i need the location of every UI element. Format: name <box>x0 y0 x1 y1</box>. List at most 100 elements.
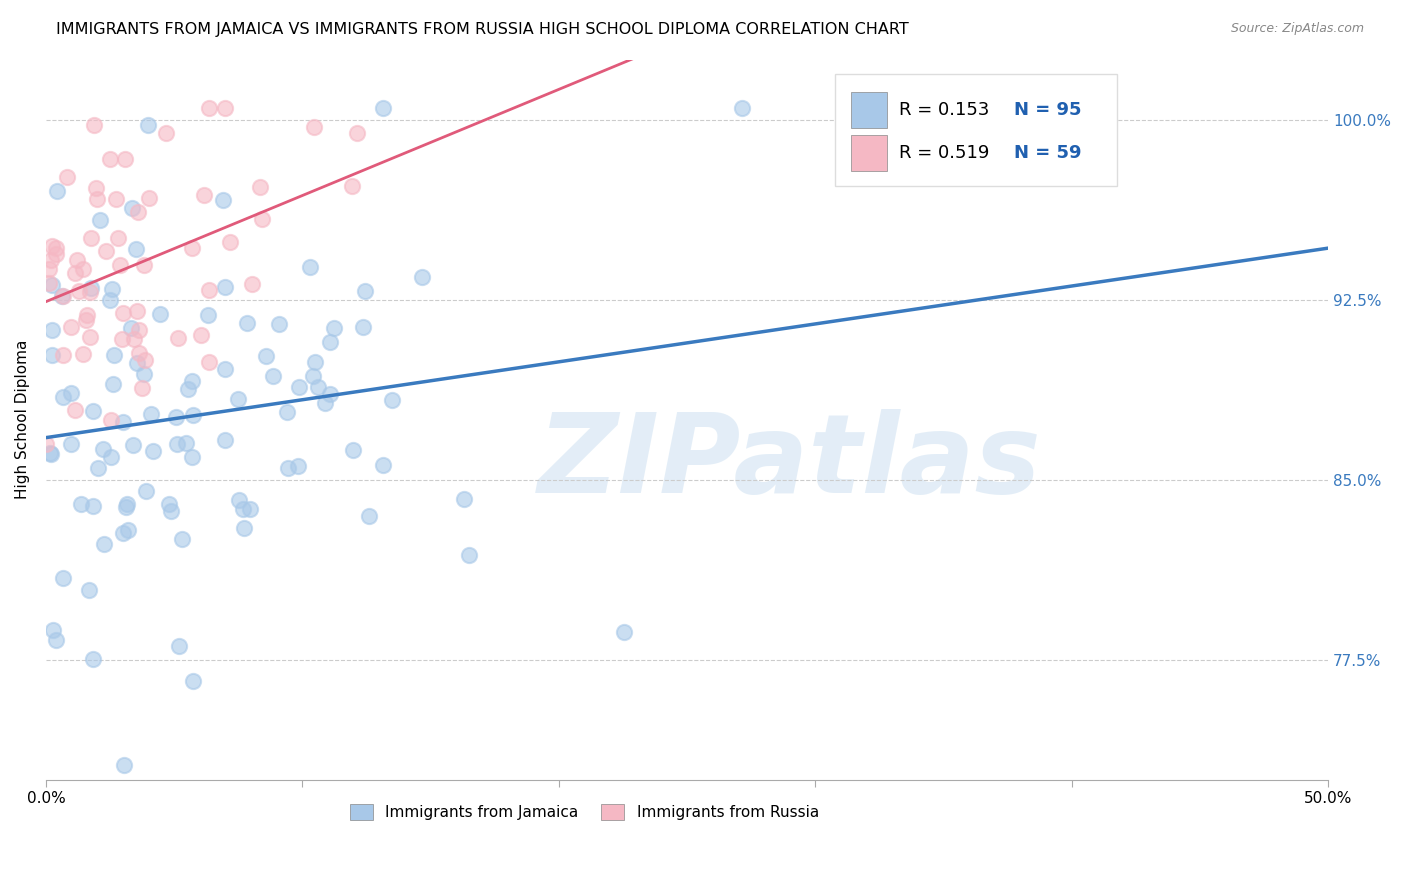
Immigrants from Jamaica <box>228 492 250 507</box>
Immigrants from Jamaica <box>112 757 135 772</box>
Immigrants from Jamaica <box>42 623 65 637</box>
Immigrants from Russia <box>218 235 240 249</box>
Immigrants from Jamaica <box>101 377 124 392</box>
Immigrants from Russia <box>346 127 368 141</box>
Immigrants from Russia <box>167 331 190 345</box>
FancyBboxPatch shape <box>851 136 887 171</box>
Immigrants from Russia <box>131 381 153 395</box>
Immigrants from Jamaica <box>135 483 157 498</box>
Immigrants from Jamaica <box>77 582 100 597</box>
Immigrants from Russia <box>105 192 128 206</box>
Immigrants from Russia <box>96 244 118 259</box>
Immigrants from Jamaica <box>98 293 121 307</box>
Immigrants from Jamaica <box>232 502 254 516</box>
Immigrants from Jamaica <box>214 433 236 447</box>
Immigrants from Jamaica <box>181 374 204 388</box>
Immigrants from Russia <box>72 261 94 276</box>
Immigrants from Russia <box>67 284 90 298</box>
Text: N = 95: N = 95 <box>1014 101 1081 119</box>
Immigrants from Jamaica <box>458 548 481 562</box>
Immigrants from Russia <box>111 306 134 320</box>
Immigrants from Jamaica <box>177 382 200 396</box>
Text: R = 0.519: R = 0.519 <box>898 145 988 162</box>
Immigrants from Jamaica <box>41 278 63 293</box>
Immigrants from Russia <box>198 355 221 369</box>
Immigrants from Jamaica <box>117 498 139 512</box>
Immigrants from Jamaica <box>233 521 256 535</box>
Immigrants from Jamaica <box>125 242 148 256</box>
Immigrants from Jamaica <box>314 395 336 409</box>
Immigrants from Russia <box>125 303 148 318</box>
Immigrants from Jamaica <box>89 213 111 227</box>
Immigrants from Russia <box>107 231 129 245</box>
Immigrants from Russia <box>56 170 79 185</box>
FancyBboxPatch shape <box>835 74 1116 186</box>
Immigrants from Jamaica <box>342 443 364 458</box>
Immigrants from Jamaica <box>157 497 180 511</box>
Immigrants from Russia <box>198 283 221 297</box>
Text: N = 59: N = 59 <box>1014 145 1081 162</box>
Immigrants from Jamaica <box>80 281 103 295</box>
Immigrants from Jamaica <box>60 437 83 451</box>
Immigrants from Russia <box>80 231 103 245</box>
Immigrants from Russia <box>66 252 89 267</box>
Immigrants from Jamaica <box>160 504 183 518</box>
Immigrants from Russia <box>190 327 212 342</box>
Immigrants from Jamaica <box>323 321 346 335</box>
Immigrants from Russia <box>76 308 98 322</box>
Immigrants from Jamaica <box>214 362 236 376</box>
Immigrants from Jamaica <box>82 404 104 418</box>
Immigrants from Jamaica <box>304 355 326 369</box>
Immigrants from Jamaica <box>41 348 63 362</box>
Immigrants from Jamaica <box>319 387 342 401</box>
Immigrants from Jamaica <box>380 393 402 408</box>
Immigrants from Russia <box>38 261 60 276</box>
Immigrants from Jamaica <box>298 260 321 274</box>
Immigrants from Jamaica <box>52 390 75 404</box>
Text: R = 0.153: R = 0.153 <box>898 101 988 119</box>
Immigrants from Jamaica <box>288 380 311 394</box>
Immigrants from Jamaica <box>41 323 63 337</box>
Immigrants from Jamaica <box>212 193 235 207</box>
Text: Source: ZipAtlas.com: Source: ZipAtlas.com <box>1230 22 1364 36</box>
Immigrants from Jamaica <box>117 523 139 537</box>
Immigrants from Russia <box>114 152 136 166</box>
Immigrants from Jamaica <box>51 289 73 303</box>
Immigrants from Jamaica <box>301 369 323 384</box>
Immigrants from Russia <box>127 205 149 219</box>
Immigrants from Russia <box>122 333 145 347</box>
Immigrants from Russia <box>128 323 150 337</box>
Immigrants from Jamaica <box>353 285 375 299</box>
Immigrants from Jamaica <box>357 508 380 523</box>
Immigrants from Russia <box>52 289 75 303</box>
Immigrants from Jamaica <box>181 673 204 688</box>
Immigrants from Jamaica <box>132 368 155 382</box>
Immigrants from Jamaica <box>103 348 125 362</box>
Immigrants from Jamaica <box>120 321 142 335</box>
Immigrants from Jamaica <box>318 334 340 349</box>
Immigrants from Jamaica <box>239 502 262 516</box>
Immigrants from Jamaica <box>256 349 278 363</box>
Immigrants from Russia <box>79 285 101 299</box>
Immigrants from Jamaica <box>93 537 115 551</box>
Immigrants from Russia <box>249 179 271 194</box>
Immigrants from Jamaica <box>183 408 205 422</box>
Immigrants from Russia <box>134 353 156 368</box>
Immigrants from Jamaica <box>127 356 149 370</box>
Immigrants from Jamaica <box>236 316 259 330</box>
Immigrants from Jamaica <box>262 368 284 383</box>
Immigrants from Russia <box>60 319 83 334</box>
Immigrants from Jamaica <box>197 308 219 322</box>
Immigrants from Russia <box>138 191 160 205</box>
Immigrants from Russia <box>108 258 131 272</box>
Immigrants from Jamaica <box>214 280 236 294</box>
Immigrants from Jamaica <box>287 458 309 473</box>
Immigrants from Russia <box>181 241 204 255</box>
Immigrants from Jamaica <box>86 461 108 475</box>
Immigrants from Jamaica <box>82 499 104 513</box>
Immigrants from Jamaica <box>226 392 249 406</box>
Immigrants from Jamaica <box>166 437 188 451</box>
Immigrants from Russia <box>342 178 364 193</box>
Legend: Immigrants from Jamaica, Immigrants from Russia: Immigrants from Jamaica, Immigrants from… <box>344 797 825 826</box>
Text: IMMIGRANTS FROM JAMAICA VS IMMIGRANTS FROM RUSSIA HIGH SCHOOL DIPLOMA CORRELATIO: IMMIGRANTS FROM JAMAICA VS IMMIGRANTS FR… <box>56 22 910 37</box>
